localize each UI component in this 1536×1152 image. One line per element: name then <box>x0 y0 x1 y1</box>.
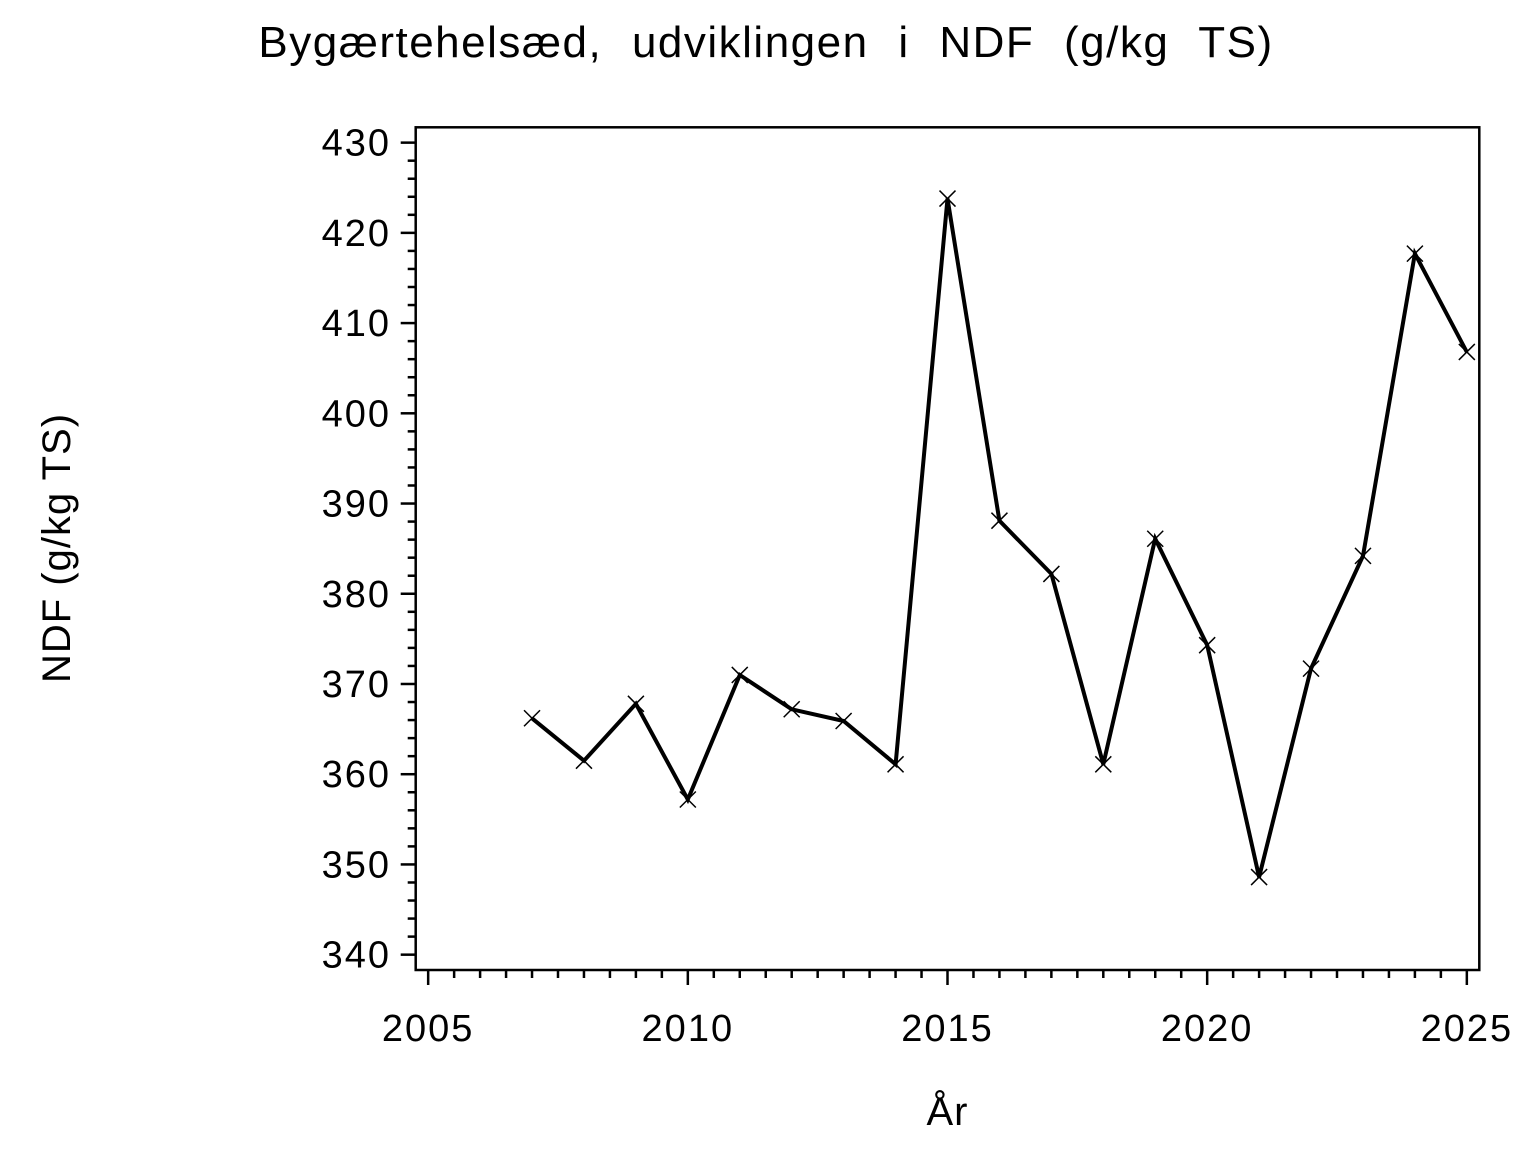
x-tick-label: 2005 <box>382 1008 475 1050</box>
data-point-marker <box>1354 547 1372 565</box>
data-point-marker <box>1042 565 1060 583</box>
marker-stroke <box>938 190 957 208</box>
data-point-marker <box>1146 530 1164 548</box>
y-tick-label: 370 <box>322 664 391 706</box>
data-point-marker <box>575 752 593 770</box>
data-point-marker <box>1250 868 1268 886</box>
y-tick-label: 390 <box>322 484 391 526</box>
x-axis-label: År <box>927 1089 969 1134</box>
y-tick-label: 360 <box>322 754 391 796</box>
y-axis-label: NDF (g/kg TS) <box>35 413 79 683</box>
data-point-marker <box>938 190 957 208</box>
data-line <box>530 198 1469 878</box>
data-point-marker <box>1302 660 1320 678</box>
x-tick-label: 2020 <box>1161 1008 1254 1050</box>
marker-stroke <box>1354 547 1372 565</box>
marker-stroke <box>523 709 541 727</box>
marker-stroke <box>835 712 853 730</box>
data-point-marker <box>887 755 905 773</box>
y-tick-label: 340 <box>322 935 391 977</box>
x-tick-label: 2010 <box>642 1008 735 1050</box>
data-point-marker <box>835 712 853 730</box>
marker-stroke <box>679 790 697 809</box>
data-point-marker <box>523 709 541 727</box>
y-tick-label: 400 <box>322 393 391 435</box>
data-point-marker <box>1198 636 1216 654</box>
marker-stroke <box>783 700 801 718</box>
marker-stroke <box>1406 245 1424 263</box>
data-point-marker <box>627 695 645 713</box>
marker-stroke <box>1094 755 1112 773</box>
marker-stroke <box>575 752 593 770</box>
marker-stroke <box>627 695 645 713</box>
x-tick-label: 2015 <box>901 1008 994 1050</box>
marker-stroke <box>990 512 1008 530</box>
y-tick-label: 430 <box>322 123 391 165</box>
data-point-marker <box>731 666 749 684</box>
marker-stroke <box>1146 530 1164 548</box>
marker-stroke <box>1250 868 1268 886</box>
data-point-marker <box>1094 755 1112 773</box>
marker-stroke <box>887 755 905 773</box>
marker-stroke <box>1042 565 1060 583</box>
y-tick-label: 410 <box>322 303 391 345</box>
plot-area: 340 350 360 370 380 390 400 410 420 430 2005 2010 20… <box>322 123 1514 1050</box>
plot-frame <box>414 126 1481 972</box>
data-point-marker <box>1406 245 1424 263</box>
data-point-marker <box>783 700 801 718</box>
y-tick-label: 350 <box>322 844 391 886</box>
marker-stroke <box>1198 636 1216 654</box>
data-point-marker <box>679 790 697 809</box>
marker-stroke <box>1302 660 1320 678</box>
data-point-marker <box>990 512 1008 530</box>
data-point-marker <box>1458 343 1476 361</box>
y-tick-label: 420 <box>322 213 391 255</box>
x-tick-label: 2025 <box>1421 1008 1514 1050</box>
y-tick-label: 380 <box>322 574 391 616</box>
marker-stroke <box>731 666 749 684</box>
chart-title: Bygærtehelsæd, udviklingen i NDF (g/kg T… <box>258 18 1273 67</box>
marker-stroke <box>1458 343 1476 361</box>
